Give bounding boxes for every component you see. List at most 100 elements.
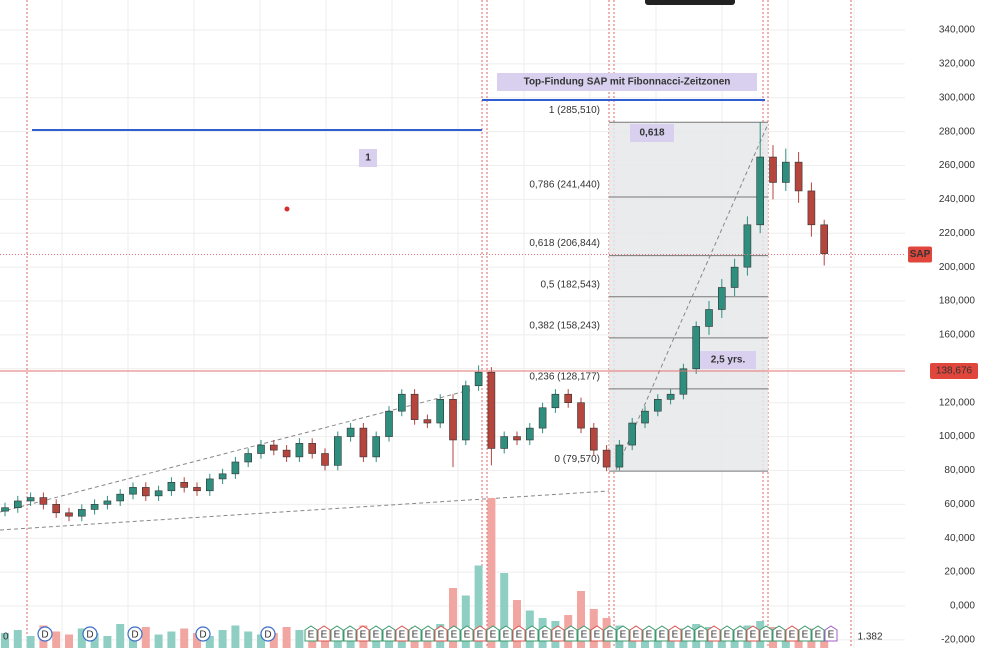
volume-bar bbox=[90, 633, 99, 648]
earnings-label: E bbox=[464, 630, 471, 641]
candle-body bbox=[653, 399, 662, 412]
y-tick-label: 340,000 bbox=[939, 25, 976, 36]
candle-body bbox=[602, 449, 611, 468]
price-axis bbox=[905, 0, 983, 648]
y-tick-label: 220,000 bbox=[939, 228, 976, 239]
earnings-label: E bbox=[646, 630, 653, 641]
earnings-label: E bbox=[763, 630, 770, 641]
volume-bar bbox=[103, 636, 112, 648]
volume-bar bbox=[461, 595, 470, 648]
earnings-label: E bbox=[334, 630, 341, 641]
earnings-label: E bbox=[477, 630, 484, 641]
earnings-label: E bbox=[360, 630, 367, 641]
candle-body bbox=[231, 461, 240, 475]
volume-bar bbox=[167, 631, 176, 648]
earnings-marker bbox=[824, 625, 838, 642]
candle-body bbox=[769, 156, 777, 183]
volume-bar bbox=[449, 588, 457, 648]
annotation-box bbox=[700, 351, 756, 369]
fib-retracement: 1 (285,510) 0,786 (241,440) 0,618 (206,844… bbox=[529, 105, 768, 472]
fib-label: 0,786 (241,440) bbox=[529, 180, 600, 191]
earnings-marker bbox=[551, 625, 565, 642]
candle-body bbox=[564, 393, 573, 403]
candle-body bbox=[154, 490, 163, 497]
earnings-marker bbox=[343, 625, 357, 642]
candle-body bbox=[666, 393, 675, 400]
y-tick-label: 200,000 bbox=[939, 262, 976, 273]
earnings-marker bbox=[408, 625, 422, 642]
earnings-label: E bbox=[672, 630, 679, 641]
earnings-marker bbox=[642, 625, 656, 642]
candle-body bbox=[525, 427, 534, 441]
y-tick-label: 300,000 bbox=[939, 92, 976, 103]
dividend-marker bbox=[260, 626, 276, 642]
candle-body bbox=[577, 402, 585, 429]
earnings-marker bbox=[759, 625, 773, 642]
volume-bar bbox=[282, 627, 291, 648]
candle-body bbox=[397, 393, 406, 412]
volume-bar bbox=[141, 627, 150, 648]
overlay: Top-Findung SAP mit Fibonnacci-Zeitzonen… bbox=[0, 73, 905, 372]
earnings-marker bbox=[785, 625, 799, 642]
earnings-label: E bbox=[711, 630, 718, 641]
candle-body bbox=[346, 427, 355, 437]
earnings-label: E bbox=[685, 630, 692, 641]
candle-body bbox=[461, 385, 470, 441]
y-tick-label: -20,000 bbox=[941, 635, 975, 646]
candle-body bbox=[206, 478, 214, 492]
annotation: 1 bbox=[365, 153, 371, 164]
earnings-marker bbox=[486, 625, 500, 642]
earnings-marker bbox=[577, 625, 591, 642]
time-zone-label: 1.382 bbox=[857, 632, 882, 643]
earnings-marker bbox=[811, 625, 825, 642]
fib-label: 0,5 (182,543) bbox=[541, 279, 601, 290]
toolbar[interactable] bbox=[645, 0, 735, 5]
candle-body bbox=[474, 371, 483, 387]
candle-body bbox=[142, 487, 150, 497]
earnings-label: E bbox=[737, 630, 744, 641]
earnings-marker bbox=[447, 625, 461, 642]
candle-body bbox=[705, 309, 713, 327]
candle-body bbox=[615, 444, 624, 468]
dividend-label: D bbox=[199, 630, 206, 641]
annotation: 0,618 bbox=[639, 128, 664, 139]
earnings-label: E bbox=[347, 630, 354, 641]
dividend-marker bbox=[37, 626, 53, 642]
earnings-label: E bbox=[529, 630, 536, 641]
volume-bar bbox=[26, 636, 35, 648]
earnings-label: E bbox=[438, 630, 445, 641]
y-tick-label: 280,000 bbox=[939, 126, 976, 137]
fib-label: 0 (79,570) bbox=[554, 454, 600, 465]
earnings-marker bbox=[720, 625, 734, 642]
earnings-label: E bbox=[659, 630, 666, 641]
earnings-label: E bbox=[451, 630, 458, 641]
volume-bar bbox=[474, 565, 483, 648]
candle-body bbox=[295, 443, 304, 458]
earnings-label: E bbox=[724, 630, 731, 641]
candle-body bbox=[26, 497, 35, 502]
y-tick-label: 40,000 bbox=[944, 533, 975, 544]
y-tick-label: 320,000 bbox=[939, 59, 976, 70]
dividend-marker bbox=[82, 626, 98, 642]
y-tick-label: 180,000 bbox=[939, 296, 976, 307]
candle-body bbox=[449, 399, 457, 441]
candle-body bbox=[781, 161, 790, 183]
candle-body bbox=[679, 368, 688, 395]
volume-bar bbox=[269, 633, 278, 648]
candle-body bbox=[551, 393, 560, 409]
trend-line bbox=[0, 389, 471, 513]
earnings-marker bbox=[473, 625, 487, 642]
earnings-marker bbox=[616, 625, 630, 642]
volume-bar bbox=[513, 600, 521, 648]
candle-body bbox=[333, 436, 342, 466]
candle-body bbox=[743, 224, 752, 268]
earnings-marker bbox=[694, 625, 708, 642]
candle-body bbox=[513, 436, 521, 441]
earnings-label: E bbox=[620, 630, 627, 641]
dividend-label: D bbox=[86, 630, 93, 641]
volume-bar bbox=[180, 628, 189, 648]
earnings-marker bbox=[460, 625, 474, 642]
candle-body bbox=[52, 504, 61, 514]
earnings-marker bbox=[434, 625, 448, 642]
fib-label: 0,382 (158,243) bbox=[529, 321, 600, 332]
